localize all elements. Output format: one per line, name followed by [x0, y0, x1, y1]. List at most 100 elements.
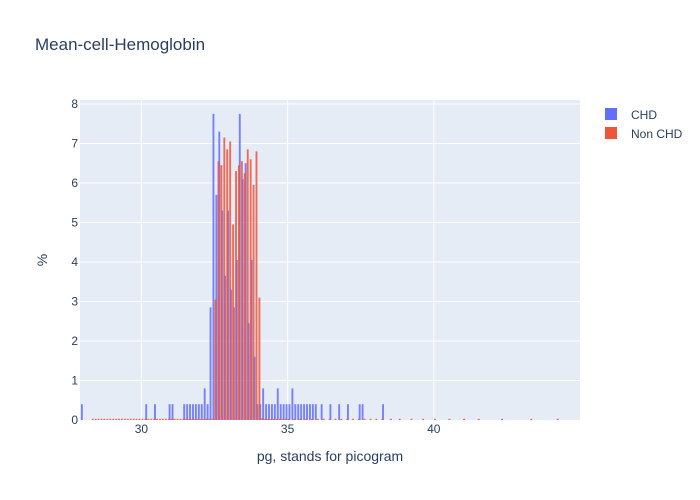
bar-non-chd: [118, 418, 121, 420]
bar-non-chd: [170, 418, 173, 420]
legend-swatch-chd: [605, 108, 617, 120]
bar-non-chd: [106, 418, 109, 420]
bar-non-chd: [153, 418, 156, 420]
bar-non-chd: [463, 418, 466, 420]
bar-chd: [171, 404, 174, 420]
bar-chd: [186, 404, 189, 420]
bar-non-chd: [226, 149, 229, 420]
bar-non-chd: [103, 418, 106, 420]
bar-non-chd: [205, 418, 208, 420]
x-tick-labels: 30 35 40: [135, 422, 441, 436]
bar-non-chd: [311, 418, 313, 420]
bar-chd: [300, 404, 303, 420]
bar-non-chd: [217, 161, 220, 421]
bar-chd: [291, 388, 294, 420]
bar-non-chd: [156, 418, 159, 420]
y-axis-title: %: [34, 254, 50, 266]
bar-non-chd: [237, 165, 240, 420]
bar-non-chd: [188, 418, 191, 420]
y-tick-label: 2: [71, 334, 78, 348]
y-tick-label: 1: [71, 373, 78, 387]
bar-non-chd: [276, 418, 278, 420]
bar-non-chd: [363, 418, 366, 420]
bar-chd: [306, 404, 308, 420]
bar-non-chd: [141, 418, 144, 420]
bar-non-chd: [135, 418, 138, 420]
bar-non-chd: [220, 165, 223, 420]
bar-non-chd: [281, 418, 284, 420]
bar-chd: [279, 404, 282, 420]
gridlines: [80, 100, 580, 420]
y-tick-label: 3: [71, 294, 78, 308]
bars: [80, 113, 559, 421]
bar-chd: [297, 404, 300, 420]
bar-non-chd: [375, 418, 378, 420]
y-tick-label: 0: [71, 413, 78, 427]
bar-non-chd: [258, 297, 261, 420]
bar-chd: [311, 404, 314, 420]
bar-non-chd: [191, 418, 194, 420]
bar-non-chd: [433, 418, 436, 420]
bar-chd: [189, 404, 192, 420]
bar-non-chd: [422, 418, 425, 420]
bar-chd: [338, 404, 341, 420]
y-tick-label: 8: [71, 97, 78, 111]
bar-non-chd: [357, 418, 360, 420]
legend-item-non-chd[interactable]: Non CHD: [605, 127, 683, 141]
bar-chd: [80, 404, 83, 420]
bar-non-chd: [161, 418, 164, 420]
bar-non-chd: [390, 418, 392, 420]
bar-chd: [273, 404, 276, 420]
bar-chd: [303, 404, 306, 420]
bar-non-chd: [305, 418, 308, 420]
x-axis-title: pg, stands for picogram: [257, 448, 403, 464]
bar-non-chd: [334, 418, 337, 420]
bar-non-chd: [293, 418, 296, 420]
bar-non-chd: [249, 159, 252, 420]
bar-chd: [265, 404, 268, 420]
y-tick-label: 6: [71, 176, 78, 190]
bar-non-chd: [94, 418, 97, 420]
bar-non-chd: [246, 149, 249, 420]
bar-chd: [262, 388, 265, 420]
legend-item-chd[interactable]: CHD: [605, 108, 657, 122]
y-tick-label: 4: [71, 255, 78, 269]
x-tick-label: 40: [427, 422, 441, 436]
plot-area: [80, 100, 580, 420]
bar-non-chd: [176, 418, 179, 420]
bar-non-chd: [214, 299, 217, 420]
bar-non-chd: [299, 418, 302, 420]
bar-chd: [294, 404, 297, 420]
bar-non-chd: [255, 151, 258, 421]
legend[interactable]: CHD Non CHD: [605, 108, 683, 141]
chart-title: Mean-cell-Hemoglobin: [35, 35, 205, 54]
y-tick-label: 7: [71, 136, 78, 150]
bar-non-chd: [112, 418, 115, 420]
bar-chd: [270, 404, 273, 420]
bar-non-chd: [267, 418, 270, 420]
x-tick-label: 35: [281, 422, 295, 436]
bar-non-chd: [150, 418, 153, 420]
bar-non-chd: [202, 418, 205, 420]
bar-non-chd: [381, 418, 384, 420]
bar-non-chd: [223, 137, 226, 420]
legend-label-non-chd: Non CHD: [631, 127, 683, 141]
bar-non-chd: [121, 418, 123, 420]
bar-non-chd: [556, 418, 559, 420]
bar-chd: [206, 404, 209, 420]
bar-non-chd: [261, 418, 264, 420]
bar-non-chd: [264, 418, 267, 420]
bar-chd: [361, 404, 364, 420]
bar-non-chd: [129, 418, 132, 420]
bar-non-chd: [194, 418, 197, 420]
bar-non-chd: [340, 418, 343, 420]
bar-chd: [183, 404, 186, 420]
bar-non-chd: [115, 418, 118, 420]
bar-non-chd: [501, 418, 504, 420]
bar-chd: [268, 404, 270, 420]
bar-non-chd: [232, 224, 235, 420]
bar-non-chd: [164, 418, 167, 420]
bar-non-chd: [144, 418, 147, 420]
bar-non-chd: [229, 141, 232, 421]
bar-non-chd: [126, 418, 129, 420]
